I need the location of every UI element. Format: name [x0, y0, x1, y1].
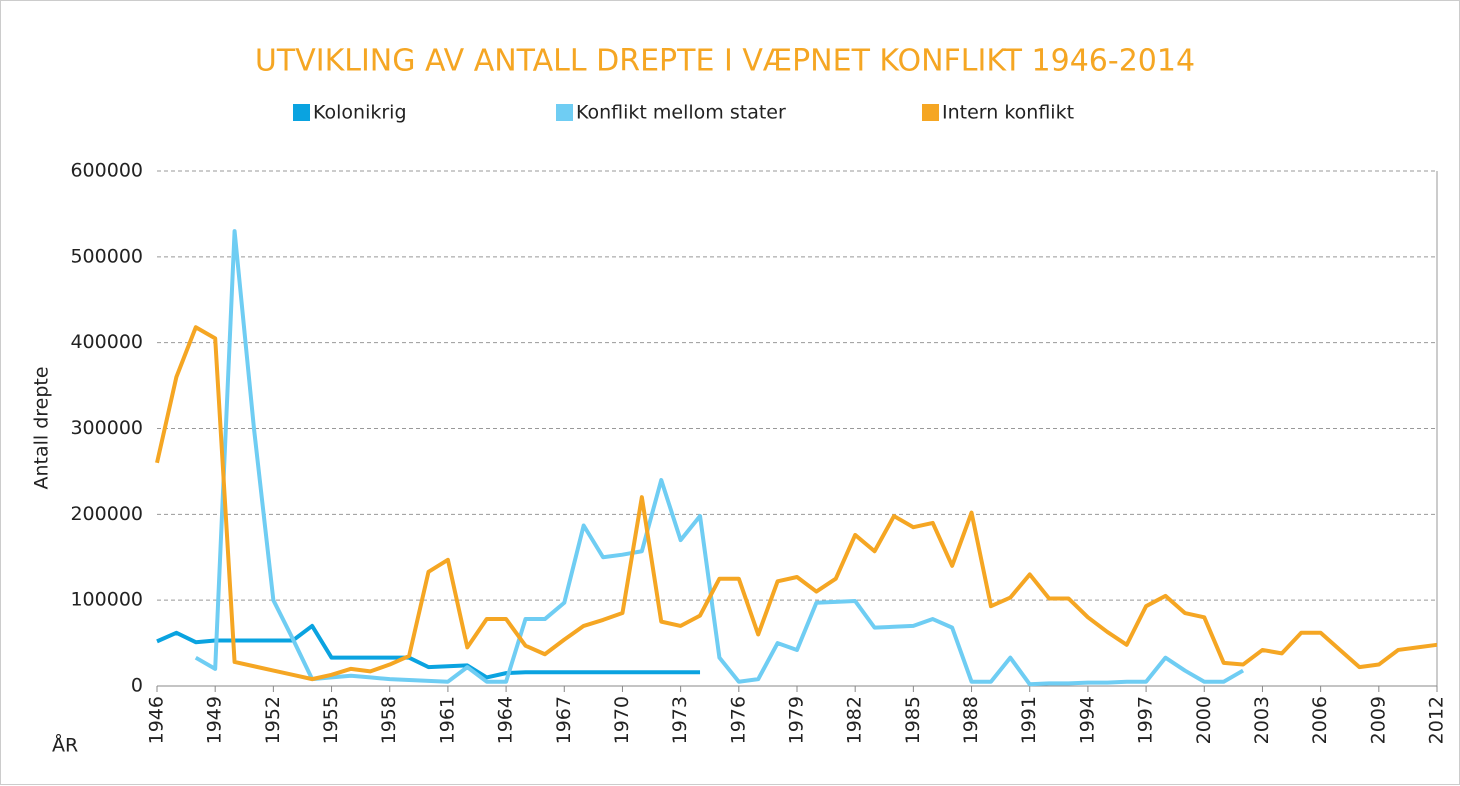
- legend-swatch: [293, 104, 310, 121]
- x-tick-label: 1949: [204, 696, 226, 744]
- y-tick-label: 200000: [70, 503, 143, 525]
- y-tick-label: 500000: [70, 245, 143, 267]
- x-tick-label: 1958: [378, 696, 400, 744]
- x-tick-label: 1961: [436, 696, 458, 744]
- series-line: [155, 325, 1438, 682]
- series-line: [194, 229, 1245, 687]
- x-tick-label: 1955: [320, 696, 342, 744]
- legend-swatch: [922, 104, 939, 121]
- x-tick-label: 2003: [1251, 696, 1273, 744]
- x-tick-label: 1994: [1076, 696, 1098, 744]
- x-tick-label: 1967: [553, 696, 575, 744]
- x-tick-label: 1985: [902, 696, 924, 744]
- x-tick-label: 2009: [1367, 696, 1389, 744]
- y-tick-label: 400000: [70, 331, 143, 353]
- x-tick-label: 1979: [786, 696, 808, 744]
- y-axis-label: Antall drepte: [31, 366, 53, 489]
- x-tick-label: 2006: [1309, 696, 1331, 744]
- x-axis-label: ÅR: [52, 734, 78, 757]
- legend-swatch: [556, 104, 573, 121]
- y-tick-label: 600000: [70, 160, 143, 182]
- series-line: [156, 623, 701, 680]
- x-tick-label: 1997: [1135, 696, 1157, 744]
- y-tick-label: 100000: [70, 589, 143, 611]
- legend-label: Konflikt mellom stater: [576, 102, 786, 124]
- x-tick-label: 2000: [1193, 696, 1215, 744]
- legend-label: Intern konflikt: [942, 102, 1074, 124]
- x-tick-label: 1964: [495, 696, 517, 744]
- x-tick-label: 1946: [146, 696, 168, 744]
- chart-title: UTVIKLING AV ANTALL DREPTE I VÆPNET KONF…: [255, 44, 1195, 79]
- y-tick-label: 300000: [70, 417, 143, 439]
- x-tick-label: 1991: [1018, 696, 1040, 744]
- y-tick-label: 0: [131, 675, 143, 697]
- x-tick-label: 1988: [960, 696, 982, 744]
- legend-label: Kolonikrig: [313, 102, 407, 124]
- x-tick-label: 1952: [262, 696, 284, 744]
- x-tick-label: 2012: [1426, 696, 1448, 744]
- x-tick-label: 1970: [611, 696, 633, 744]
- x-tick-label: 1976: [727, 696, 749, 744]
- x-tick-label: 1982: [844, 696, 866, 744]
- x-tick-label: 1973: [669, 696, 691, 744]
